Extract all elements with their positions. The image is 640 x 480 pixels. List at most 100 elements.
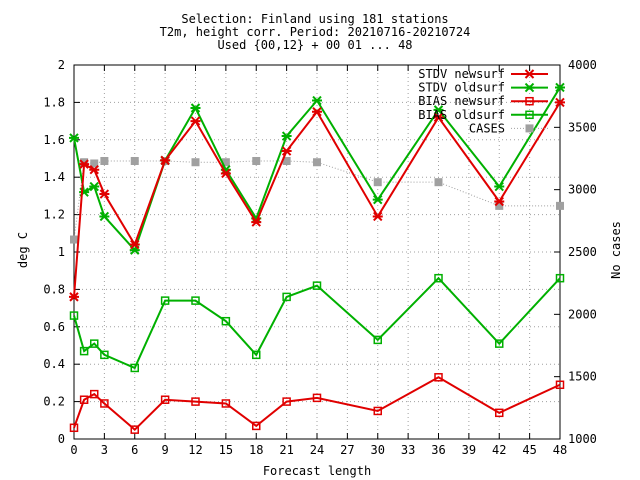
legend-marker-stdv-newsurf: [524, 69, 535, 79]
x-tick-label: 39: [462, 443, 476, 457]
data-point-cases: [495, 201, 504, 210]
legend-marker-bias-newsurf: [525, 96, 534, 106]
y2-tick-label: 1000: [568, 432, 597, 446]
legend-marker-bias-oldsurf: [525, 110, 534, 120]
data-point-bias-newsurf: [495, 408, 504, 418]
y-tick-label: 1.6: [43, 133, 65, 147]
grid-lines: [74, 65, 560, 439]
data-point-bias-oldsurf: [100, 350, 109, 360]
y-tick-label: 0.4: [43, 357, 65, 371]
axis-ticks: 0 3 6 9 12 15 18 21 24 27 30 33 36 39 42 45 4800.20.40.6…: [43, 58, 597, 457]
y2-tick-label: 2500: [568, 245, 597, 259]
data-point-bias-newsurf: [69, 423, 79, 433]
plot-frame: [73, 64, 561, 440]
chart-title-line-1: Selection: Finland using 181 stations: [181, 12, 448, 26]
data-point-bias-oldsurf: [495, 339, 504, 348]
x-tick-label: 36: [431, 443, 445, 457]
y-tick-label: 1: [58, 245, 65, 259]
data-point-bias-newsurf: [160, 395, 170, 404]
data-point-stdv-newsurf: [160, 155, 171, 166]
data-point-bias-oldsurf: [555, 273, 565, 283]
y-tick-label: 0.2: [43, 395, 65, 409]
data-point-stdv-oldsurf: [89, 181, 100, 192]
legend-label-stdv-oldsurf: STDV oldsurf: [418, 81, 505, 95]
y-tick-label: 0.8: [43, 282, 65, 296]
data-point-bias-newsurf: [221, 399, 231, 408]
series-bias-oldsurf: [69, 273, 565, 373]
data-point-stdv-oldsurf: [69, 133, 79, 143]
x-tick-label: 6: [131, 443, 138, 457]
data-point-bias-newsurf: [130, 425, 139, 434]
data-point-bias-newsurf: [100, 399, 109, 408]
data-point-stdv-oldsurf: [99, 211, 110, 222]
data-point-bias-newsurf: [191, 397, 200, 406]
data-point-stdv-newsurf: [79, 159, 90, 169]
data-point-cases: [556, 201, 564, 210]
y-tick-label: 1.2: [43, 208, 65, 222]
y-tick-label: 1.4: [43, 170, 65, 184]
x-tick-label: 0: [70, 443, 77, 457]
legend-label-cases: CASES: [469, 121, 505, 135]
y-tick-label: 1.8: [43, 95, 65, 109]
data-point-bias-oldsurf: [282, 292, 291, 302]
data-point-bias-newsurf: [434, 373, 443, 382]
data-point-bias-newsurf: [252, 421, 261, 431]
x-tick-label: 3: [101, 443, 108, 457]
data-point-bias-newsurf: [312, 393, 322, 403]
data-point-stdv-newsurf: [312, 107, 322, 117]
legend-label-stdv-newsurf: STDV newsurf: [418, 67, 505, 81]
x-axis-label: Forecast length: [263, 464, 371, 478]
data-point-cases: [70, 235, 78, 244]
data-point-stdv-newsurf: [281, 146, 292, 156]
data-point-cases: [313, 158, 321, 167]
data-point-stdv-newsurf: [129, 239, 140, 250]
data-point-stdv-newsurf: [190, 116, 201, 126]
data-point-cases: [90, 159, 99, 168]
y-tick-label: 0.6: [43, 320, 65, 334]
x-tick-label: 42: [492, 443, 506, 457]
data-point-stdv-oldsurf: [433, 105, 444, 115]
y-tick-label: 0: [58, 432, 65, 446]
x-tick-label: 9: [162, 443, 169, 457]
data-point-stdv-oldsurf: [190, 103, 201, 113]
x-tick-label: 15: [219, 443, 233, 457]
data-point-cases: [434, 178, 443, 187]
x-tick-label: 30: [371, 443, 385, 457]
data-point-cases: [80, 158, 89, 167]
x-tick-label: 27: [340, 443, 354, 457]
chart-title-line-2: T2m, height corr. Period: 20210716-20210…: [160, 25, 471, 39]
data-point-bias-oldsurf: [191, 296, 200, 305]
data-point-bias-newsurf: [90, 389, 99, 399]
series-layer: [69, 82, 565, 434]
data-point-stdv-newsurf: [372, 211, 383, 222]
x-tick-label: 33: [401, 443, 415, 457]
data-point-stdv-newsurf: [494, 196, 505, 207]
data-point-bias-oldsurf: [221, 316, 231, 326]
data-point-stdv-newsurf: [89, 165, 100, 175]
data-point-bias-oldsurf: [312, 281, 322, 290]
data-point-bias-oldsurf: [69, 311, 79, 320]
data-point-stdv-newsurf: [555, 97, 565, 108]
data-point-cases: [373, 178, 382, 187]
data-point-stdv-oldsurf: [555, 82, 565, 93]
y2-tick-label: 3500: [568, 120, 597, 134]
data-point-bias-newsurf: [373, 406, 382, 416]
data-point-stdv-oldsurf: [494, 181, 505, 192]
y-axis-label: deg C: [16, 232, 30, 268]
data-point-cases: [221, 158, 230, 167]
data-point-bias-oldsurf: [160, 296, 170, 305]
y2-tick-label: 2000: [568, 307, 597, 321]
data-point-stdv-oldsurf: [281, 131, 292, 141]
data-point-bias-oldsurf: [434, 273, 443, 283]
data-point-bias-oldsurf: [90, 339, 99, 348]
series-line-bias-oldsurf: [73, 276, 561, 370]
y2-axis-label: No cases: [609, 221, 623, 279]
data-point-bias-oldsurf: [373, 335, 382, 345]
data-point-cases: [282, 156, 291, 165]
data-point-stdv-newsurf: [433, 112, 444, 123]
data-point-cases: [100, 156, 109, 165]
data-point-stdv-oldsurf: [372, 194, 383, 205]
x-tick-label: 48: [553, 443, 567, 457]
y2-tick-label: 3000: [568, 183, 597, 197]
